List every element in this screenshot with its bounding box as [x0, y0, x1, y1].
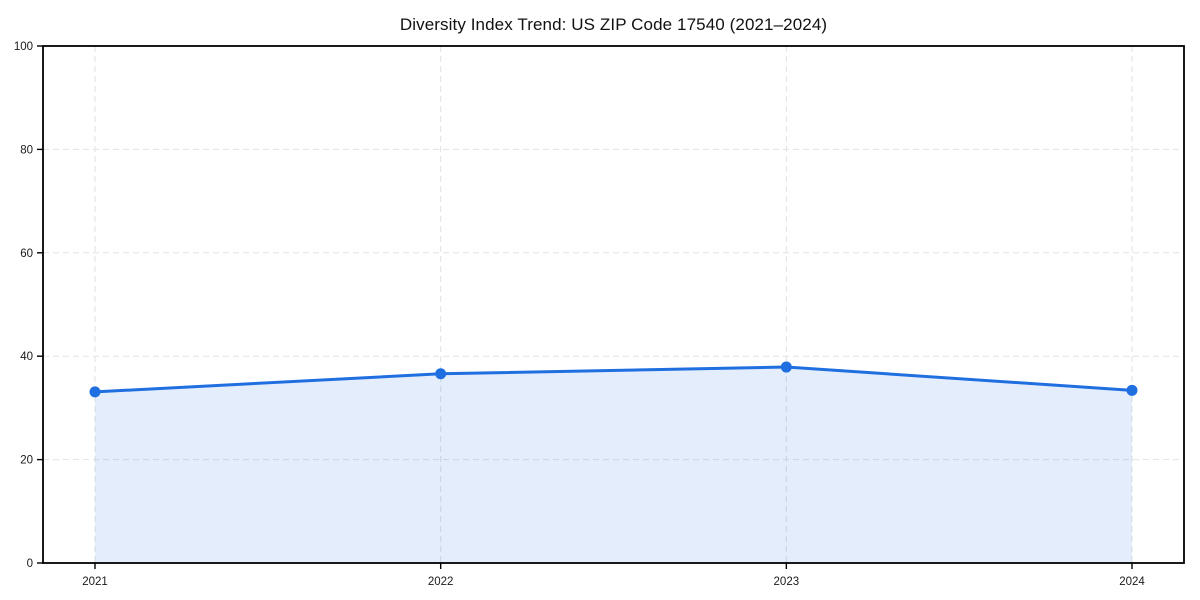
x-tick-label: 2021 [82, 576, 108, 588]
trend-line [93, 365, 1134, 394]
y-tick-label: 0 [27, 558, 33, 570]
plot-border [42, 45, 1185, 564]
y-tick-label: 40 [20, 351, 33, 363]
x-tick-label: 2023 [774, 576, 800, 588]
y-tick-label: 80 [20, 144, 33, 156]
area-fill [95, 367, 1132, 563]
y-tick-label: 20 [20, 455, 33, 467]
x-tick-label: 2022 [428, 576, 454, 588]
chart-title: Diversity Index Trend: US ZIP Code 17540… [399, 15, 828, 34]
data-point-marker [435, 368, 447, 380]
data-point-marker [780, 361, 792, 373]
data-point-marker [1126, 384, 1138, 396]
x-tick-label: 2024 [1119, 576, 1145, 588]
y-tick-label: 60 [20, 248, 33, 260]
y-tick-label: 100 [14, 41, 33, 53]
data-point-marker [89, 386, 101, 398]
